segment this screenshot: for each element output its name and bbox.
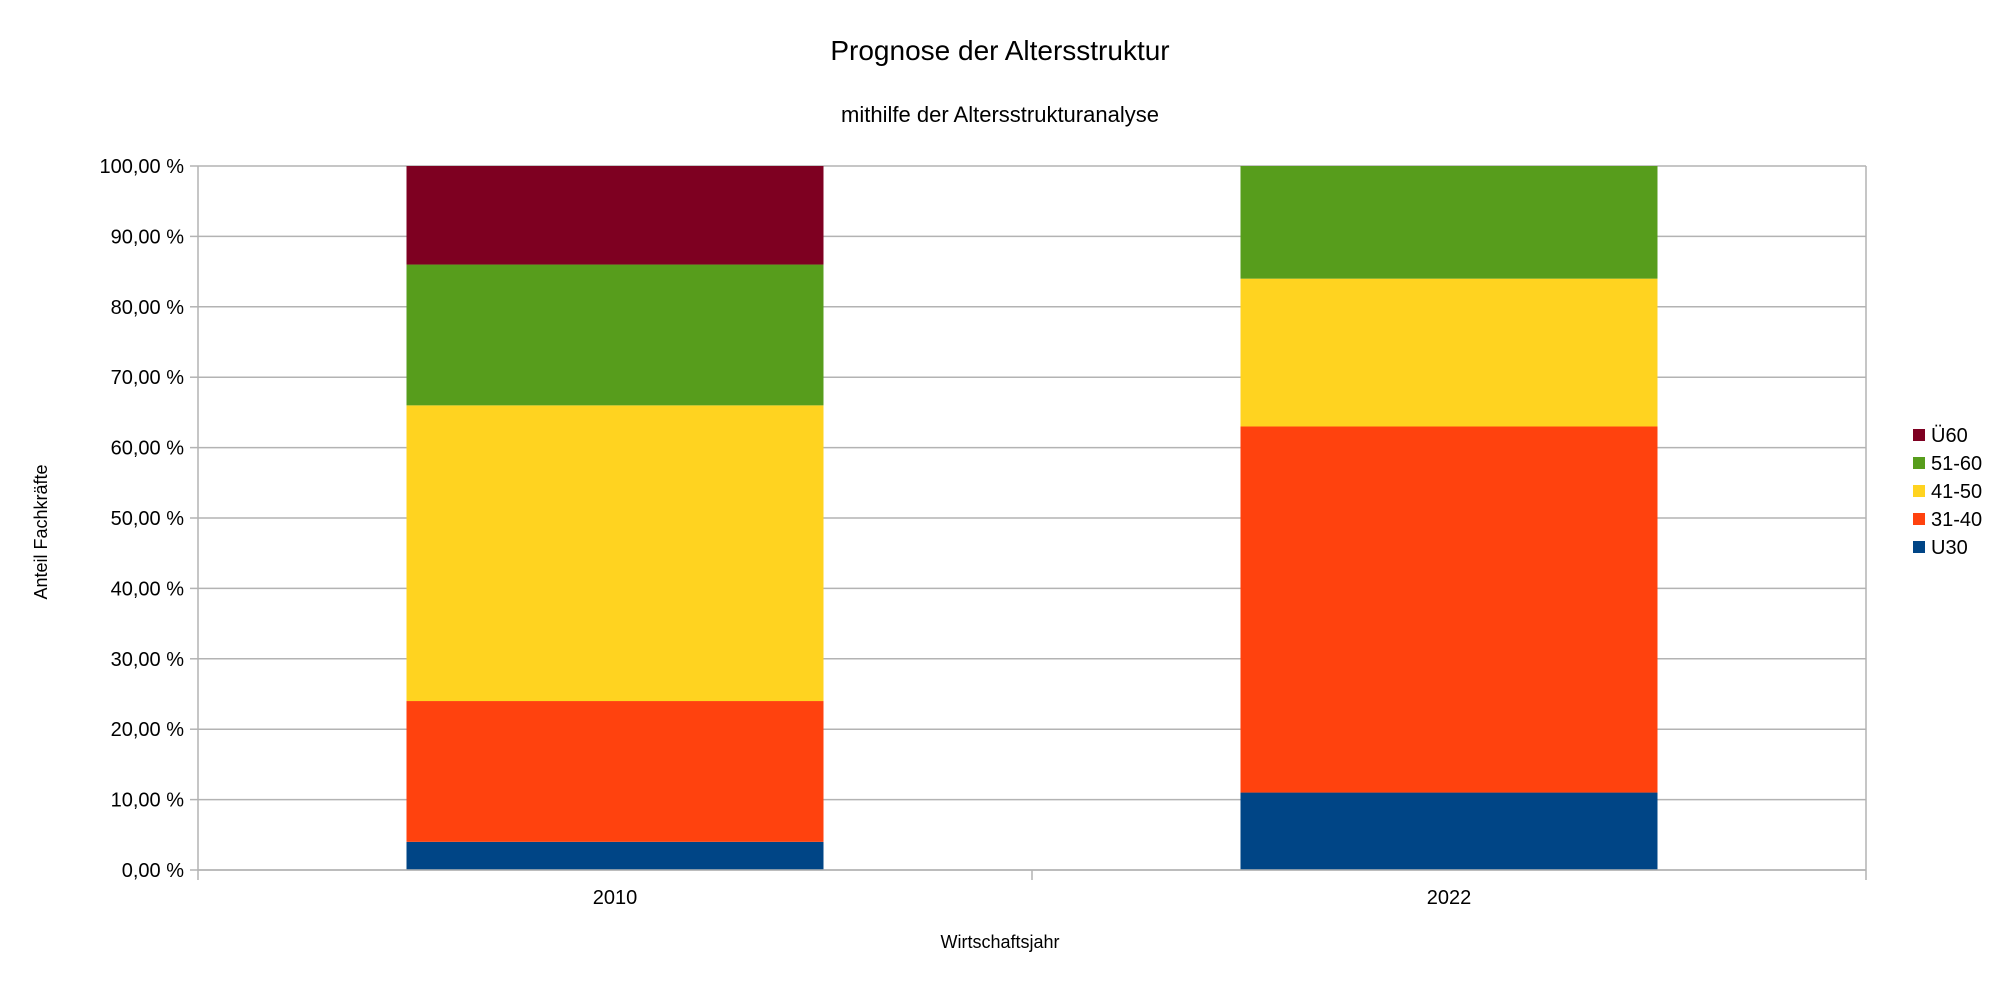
legend-swatch xyxy=(1913,485,1925,497)
bar-segment-31-40-2010 xyxy=(406,701,824,842)
y-tick-label: 60,00 % xyxy=(111,438,185,460)
y-tick-label: 50,00 % xyxy=(111,508,185,530)
bar-segment-41-50-2010 xyxy=(406,405,824,702)
legend-entry: Ü60 xyxy=(1931,425,1968,447)
axes: 0,00 % 10,00 % 20,00 % 30,00 % 40,00 % 50,00 … xyxy=(99,156,1867,909)
bar-segment-U30-2010 xyxy=(406,841,824,870)
chart-title: Prognose der Altersstruktur xyxy=(830,35,1169,66)
y-tick-label: 20,00 % xyxy=(111,719,185,741)
bar-segment-U30-2022 xyxy=(1240,792,1658,870)
y-tick-label: 10,00 % xyxy=(111,790,185,812)
x-tick-label: 2022 xyxy=(1427,887,1472,909)
y-tick-label: 90,00 % xyxy=(111,226,185,248)
bars xyxy=(406,166,1658,870)
legend-swatch xyxy=(1913,457,1925,469)
chart-subtitle: mithilfe der Altersstrukturanalyse xyxy=(841,102,1159,127)
y-tick-label: 100,00 % xyxy=(99,156,184,178)
legend-swatch xyxy=(1913,429,1925,441)
legend-swatch xyxy=(1913,541,1925,553)
y-axis-label: Anteil Fachkräfte xyxy=(31,464,51,599)
bar-segment-51-60-2010 xyxy=(406,264,824,406)
x-tick-label: 2010 xyxy=(593,887,638,909)
y-tick-label: 0,00 % xyxy=(122,860,184,882)
legend: Ü60 51-60 41-50 31-40 U30 xyxy=(1913,425,1982,559)
legend-entry: U30 xyxy=(1931,537,1968,559)
bar-segment-51-60-2022 xyxy=(1240,166,1658,279)
y-tick-label: 30,00 % xyxy=(111,649,185,671)
bar-segment-41-50-2022 xyxy=(1240,278,1658,427)
bar-segment-Ü60-2010 xyxy=(406,166,824,265)
x-axis-label: Wirtschaftsjahr xyxy=(940,932,1059,952)
legend-entry: 51-60 xyxy=(1931,453,1982,475)
y-tick-label: 80,00 % xyxy=(111,297,185,319)
legend-swatch xyxy=(1913,513,1925,525)
legend-entry: 31-40 xyxy=(1931,509,1982,531)
legend-entry: 41-50 xyxy=(1931,481,1982,503)
bar-segment-31-40-2022 xyxy=(1240,426,1658,793)
y-tick-label: 40,00 % xyxy=(111,578,185,600)
y-tick-label: 70,00 % xyxy=(111,367,185,389)
